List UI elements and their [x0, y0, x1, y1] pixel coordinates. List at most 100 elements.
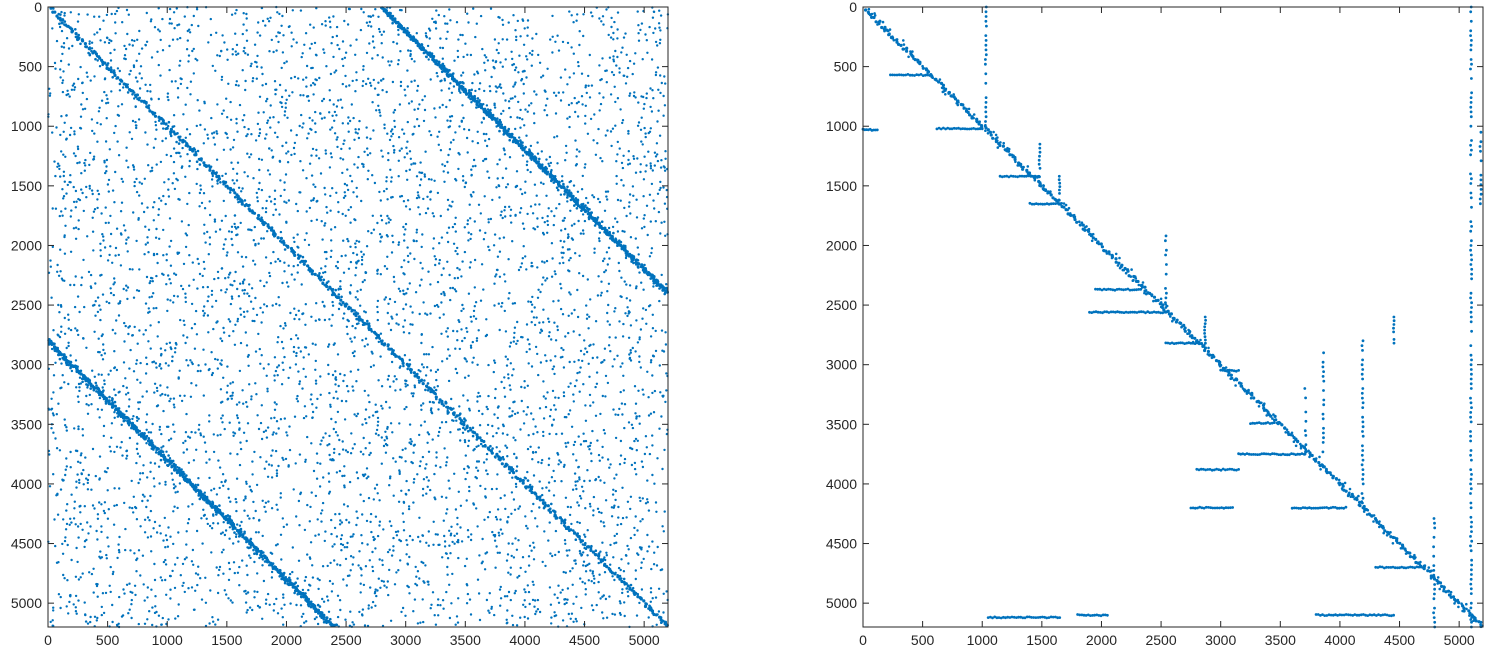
nonzero-entry: [440, 89, 443, 92]
nonzero-entry: [568, 115, 571, 119]
nonzero-entry: [202, 348, 205, 351]
nonzero-entry: [96, 59, 99, 62]
nonzero-entry: [656, 159, 660, 163]
nonzero-entry: [418, 577, 421, 580]
nonzero-entry: [314, 494, 318, 498]
nonzero-entry: [223, 427, 226, 431]
nonzero-entry: [241, 265, 245, 268]
nonzero-entry: [173, 187, 177, 191]
nonzero-entry: [296, 264, 300, 267]
nonzero-entry: [349, 569, 352, 572]
nonzero-entry: [458, 405, 461, 408]
nonzero-entry: [355, 253, 359, 256]
nonzero-entry: [633, 526, 636, 530]
nonzero-entry: [158, 30, 161, 33]
nonzero-entry: [408, 282, 411, 285]
nonzero-entry: [162, 194, 165, 198]
nonzero-entry: [155, 386, 159, 390]
nonzero-entry: [637, 389, 640, 392]
nonzero-entry: [354, 218, 357, 222]
nonzero-entry: [530, 64, 533, 67]
nonzero-entry: [470, 101, 473, 104]
nonzero-entry: [496, 508, 500, 511]
nonzero-entry: [161, 17, 164, 21]
nonzero-entry: [376, 589, 379, 592]
nonzero-entry: [188, 436, 192, 439]
nonzero-entry: [76, 20, 80, 23]
nonzero-entry: [174, 347, 177, 350]
nonzero-entry: [422, 119, 426, 123]
nonzero-entry: [71, 84, 75, 87]
nonzero-entry: [296, 337, 300, 340]
nonzero-entry: [584, 114, 587, 118]
nonzero-entry: [613, 504, 616, 507]
nonzero-entry: [507, 100, 511, 103]
nonzero-entry: [404, 385, 407, 388]
nonzero-entry: [360, 534, 363, 537]
nonzero-entry: [378, 524, 381, 527]
nonzero-entry: [557, 463, 560, 466]
nonzero-entry: [454, 230, 457, 233]
nonzero-entry: [284, 457, 288, 461]
nonzero-entry: [360, 574, 363, 577]
nonzero-entry: [81, 572, 84, 575]
nonzero-entry: [173, 272, 176, 275]
nonzero-entry: [529, 300, 533, 304]
nonzero-entry: [545, 114, 549, 117]
nonzero-entry: [69, 283, 72, 287]
nonzero-entry: [645, 92, 648, 95]
nonzero-entry: [391, 234, 394, 237]
nonzero-entry: [264, 429, 268, 432]
nonzero-entry: [457, 541, 460, 544]
nonzero-entry: [631, 346, 634, 350]
nonzero-entry: [199, 577, 202, 580]
nonzero-entry: [272, 250, 275, 254]
nonzero-entry: [218, 565, 222, 569]
nonzero-entry: [191, 49, 194, 53]
nonzero-entry: [613, 85, 616, 89]
nonzero-entry: [229, 382, 232, 385]
nonzero-entry: [567, 331, 570, 335]
nonzero-entry: [328, 443, 331, 446]
nonzero-entry: [601, 456, 604, 459]
nonzero-entry: [127, 236, 130, 239]
nonzero-entry: [499, 86, 503, 90]
nonzero-entry: [148, 310, 151, 313]
nonzero-entry: [654, 349, 658, 353]
nonzero-entry: [336, 266, 339, 270]
nonzero-entry: [67, 344, 70, 348]
nonzero-entry: [249, 64, 252, 68]
nonzero-entry: [624, 32, 627, 35]
nonzero-entry: [64, 468, 68, 471]
nonzero-entry: [328, 16, 331, 19]
nonzero-entry: [531, 265, 534, 268]
nonzero-entry: [311, 66, 314, 70]
nonzero-entry: [61, 81, 64, 85]
nonzero-entry: [525, 323, 529, 326]
nonzero-entry: [559, 282, 562, 286]
nonzero-entry: [592, 343, 595, 346]
nonzero-entry: [242, 50, 245, 53]
nonzero-entry: [444, 420, 448, 424]
nonzero-entry: [627, 562, 630, 565]
nonzero-entry: [544, 405, 548, 409]
nonzero-entry: [511, 410, 514, 413]
nonzero-entry: [582, 560, 586, 563]
nonzero-entry: [184, 431, 188, 434]
nonzero-entry: [57, 274, 61, 277]
nonzero-entry: [121, 614, 125, 617]
nonzero-entry: [526, 527, 529, 530]
nonzero-entry: [357, 155, 360, 159]
nonzero-entry: [305, 210, 308, 213]
nonzero-entry: [507, 21, 510, 24]
nonzero-entry: [616, 153, 619, 156]
nonzero-entry: [395, 322, 398, 325]
nonzero-entry: [425, 476, 428, 479]
nonzero-entry: [203, 491, 206, 494]
nonzero-entry: [548, 521, 551, 524]
nonzero-entry: [551, 257, 554, 260]
nonzero-entry: [419, 261, 422, 265]
nonzero-entry: [579, 552, 582, 555]
nonzero-entry: [362, 436, 365, 440]
